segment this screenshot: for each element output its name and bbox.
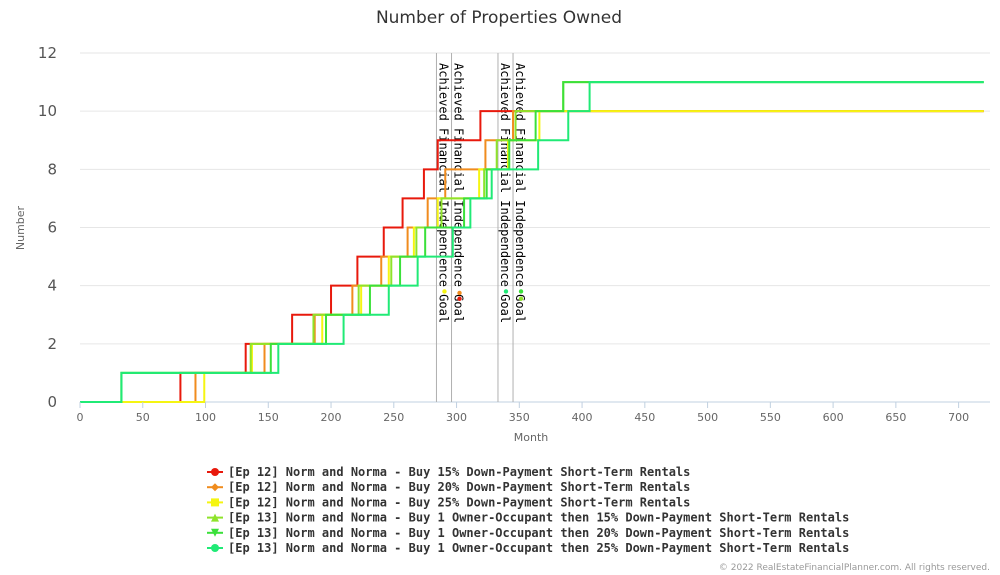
legend-item-1: [Ep 12] Norm and Norma - Buy 15% Down-Pa… [207, 465, 690, 479]
legend-marker [211, 513, 219, 522]
x-axis-title: Month [514, 431, 549, 444]
goal-label: Achieved Financial Independence Goal [513, 63, 527, 323]
y-tick-label: 10 [38, 102, 57, 120]
x-tick-label: 700 [948, 411, 969, 424]
series-5 [80, 81, 984, 403]
goal-label: Achieved Financial Independence Goal [452, 63, 466, 323]
series-line [80, 110, 984, 403]
legend-item-2: [Ep 12] Norm and Norma - Buy 20% Down-Pa… [207, 480, 690, 494]
y-tick-label: 0 [47, 393, 57, 411]
series-line [80, 81, 984, 403]
legend: [Ep 12] Norm and Norma - Buy 15% Down-Pa… [207, 465, 849, 555]
x-tick-label: 100 [195, 411, 216, 424]
x-tick-label: 600 [823, 411, 844, 424]
series-line [80, 81, 984, 403]
legend-label: [Ep 13] Norm and Norma - Buy 1 Owner-Occ… [228, 541, 849, 555]
goal-label: Achieved Financial Independence Goal [436, 63, 450, 323]
x-tick-label: 550 [760, 411, 781, 424]
x-tick-label: 250 [383, 411, 404, 424]
series-4 [80, 81, 984, 403]
legend-label: [Ep 12] Norm and Norma - Buy 20% Down-Pa… [228, 480, 690, 494]
series-line [80, 81, 984, 403]
x-tick-label: 300 [446, 411, 467, 424]
series-line [80, 110, 984, 403]
goal-dot [457, 290, 462, 296]
goal-dot [442, 289, 447, 294]
copyright-credit: © 2022 RealEstateFinancialPlanner.com. A… [719, 563, 990, 573]
x-tick-label: 150 [258, 411, 279, 424]
y-tick-label: 12 [38, 44, 57, 62]
legend-label: [Ep 13] Norm and Norma - Buy 1 Owner-Occ… [228, 526, 849, 540]
goal-dot [518, 289, 524, 294]
axes: 0 2 4 6 8 10 12 0 50 100 150 200 250 300 350 400 450 500 5… [38, 44, 969, 424]
y-tick-label: 2 [47, 335, 57, 353]
legend-item-3: [Ep 12] Norm and Norma - Buy 25% Down-Pa… [207, 495, 690, 509]
goal-dot [457, 296, 462, 301]
goal-dot [518, 296, 524, 301]
legend-label: [Ep 12] Norm and Norma - Buy 15% Down-Pa… [228, 465, 690, 479]
legend-marker [211, 528, 219, 537]
legend-label: [Ep 13] Norm and Norma - Buy 1 Owner-Occ… [228, 511, 849, 525]
x-tick-label: 400 [572, 411, 593, 424]
series-3 [80, 110, 984, 403]
x-tick-label: 0 [77, 411, 84, 424]
legend-item-4: [Ep 13] Norm and Norma - Buy 1 Owner-Occ… [207, 511, 849, 525]
series-2 [80, 110, 984, 403]
grid [80, 52, 990, 403]
x-tick-label: 50 [136, 411, 150, 424]
legend-marker [211, 468, 219, 476]
series-1 [80, 110, 984, 403]
legend-label: [Ep 12] Norm and Norma - Buy 25% Down-Pa… [228, 495, 690, 509]
x-tick-label: 450 [634, 411, 655, 424]
x-tick-label: 650 [885, 411, 906, 424]
y-tick-label: 4 [47, 277, 57, 295]
x-tick-label: 350 [509, 411, 530, 424]
goal-dot [503, 289, 509, 294]
y-tick-label: 6 [47, 219, 57, 237]
goal-label: Achieved Financial Independence Goal [498, 63, 512, 323]
legend-marker [211, 544, 219, 552]
y-axis-title: Number [14, 205, 27, 250]
x-tick-label: 500 [697, 411, 718, 424]
chart-title: Number of Properties Owned [376, 8, 622, 28]
x-tick-label: 200 [321, 411, 342, 424]
series-lines [80, 81, 984, 403]
series-line [80, 110, 984, 403]
y-tick-label: 8 [47, 160, 57, 178]
legend-marker [211, 483, 219, 492]
legend-item-5: [Ep 13] Norm and Norma - Buy 1 Owner-Occ… [207, 526, 849, 540]
legend-item-6: [Ep 13] Norm and Norma - Buy 1 Owner-Occ… [207, 541, 849, 555]
series-6 [80, 81, 984, 403]
legend-marker [211, 498, 219, 507]
